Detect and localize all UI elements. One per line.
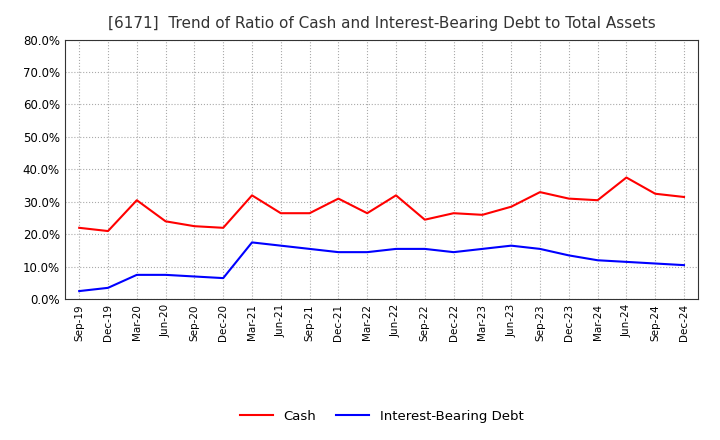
Cash <box>363 211 372 216</box>
Interest-Bearing Debt <box>564 253 573 258</box>
Interest-Bearing Debt <box>392 246 400 252</box>
Cash <box>104 228 112 234</box>
Cash <box>420 217 429 222</box>
Cash <box>622 175 631 180</box>
Interest-Bearing Debt <box>305 246 314 252</box>
Cash <box>536 190 544 195</box>
Cash <box>593 198 602 203</box>
Cash <box>507 204 516 209</box>
Legend: Cash, Interest-Bearing Debt: Cash, Interest-Bearing Debt <box>235 404 528 428</box>
Interest-Bearing Debt <box>132 272 141 278</box>
Interest-Bearing Debt <box>276 243 285 248</box>
Cash <box>564 196 573 201</box>
Cash <box>478 212 487 217</box>
Line: Cash: Cash <box>79 177 684 231</box>
Cash <box>190 224 199 229</box>
Cash <box>334 196 343 201</box>
Interest-Bearing Debt <box>507 243 516 248</box>
Title: [6171]  Trend of Ratio of Cash and Interest-Bearing Debt to Total Assets: [6171] Trend of Ratio of Cash and Intere… <box>108 16 655 32</box>
Cash <box>219 225 228 231</box>
Interest-Bearing Debt <box>248 240 256 245</box>
Interest-Bearing Debt <box>104 285 112 290</box>
Interest-Bearing Debt <box>651 261 660 266</box>
Interest-Bearing Debt <box>420 246 429 252</box>
Cash <box>161 219 170 224</box>
Interest-Bearing Debt <box>219 275 228 281</box>
Interest-Bearing Debt <box>593 258 602 263</box>
Interest-Bearing Debt <box>190 274 199 279</box>
Cash <box>392 193 400 198</box>
Interest-Bearing Debt <box>536 246 544 252</box>
Cash <box>75 225 84 231</box>
Interest-Bearing Debt <box>478 246 487 252</box>
Interest-Bearing Debt <box>680 263 688 268</box>
Interest-Bearing Debt <box>622 259 631 264</box>
Interest-Bearing Debt <box>363 249 372 255</box>
Interest-Bearing Debt <box>75 289 84 294</box>
Interest-Bearing Debt <box>449 249 458 255</box>
Cash <box>276 211 285 216</box>
Interest-Bearing Debt <box>161 272 170 278</box>
Line: Interest-Bearing Debt: Interest-Bearing Debt <box>79 242 684 291</box>
Cash <box>132 198 141 203</box>
Cash <box>248 193 256 198</box>
Cash <box>449 211 458 216</box>
Cash <box>305 211 314 216</box>
Cash <box>651 191 660 196</box>
Interest-Bearing Debt <box>334 249 343 255</box>
Cash <box>680 194 688 200</box>
